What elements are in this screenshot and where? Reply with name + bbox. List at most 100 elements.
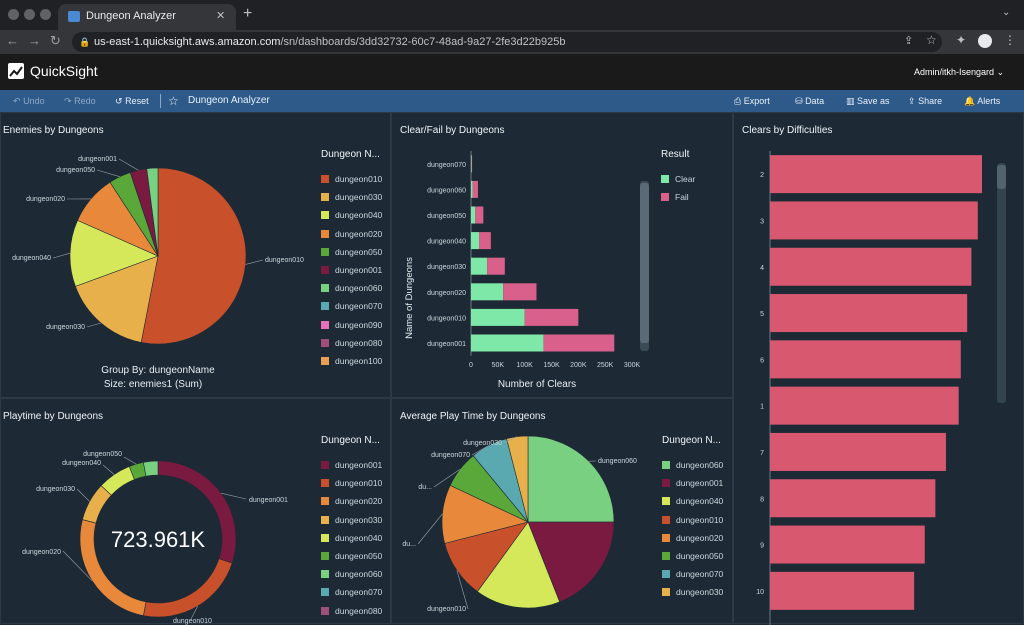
legend-item-dungeon030[interactable]: dungeon030 bbox=[321, 192, 382, 204]
save-as-button[interactable]: ▥ Save as bbox=[846, 90, 890, 112]
alerts-button[interactable]: 🔔 Alerts bbox=[964, 90, 1000, 112]
legend-item-dungeon020[interactable]: dungeon020 bbox=[662, 533, 723, 545]
bar-fail-dungeon070[interactable] bbox=[472, 155, 473, 172]
browser-menu-icon[interactable]: ⋮ bbox=[1004, 33, 1016, 47]
legend-item-dungeon070[interactable]: dungeon070 bbox=[321, 587, 382, 599]
reload-icon[interactable]: ↻ bbox=[50, 33, 61, 49]
bar-difficulty-9[interactable] bbox=[770, 526, 925, 564]
legend-item-dungeon060[interactable]: dungeon060 bbox=[321, 283, 382, 295]
scrollbar-thumb[interactable] bbox=[997, 165, 1006, 189]
legend-item-dungeon080[interactable]: dungeon080 bbox=[321, 606, 382, 618]
bar-fail-dungeon020[interactable] bbox=[503, 283, 536, 300]
legend-swatch bbox=[321, 230, 329, 238]
legend-item-dungeon050[interactable]: dungeon050 bbox=[321, 551, 382, 563]
legend-item-dungeon070[interactable]: dungeon070 bbox=[321, 301, 382, 313]
user-menu[interactable]: Admin/itkh-Isengard ⌄ bbox=[914, 67, 1004, 78]
panel-avg-playtime[interactable]: Average Play Time by Dungeons dungeon030… bbox=[391, 398, 733, 624]
bar-fail-dungeon040[interactable] bbox=[479, 232, 491, 249]
legend-item-dungeon001[interactable]: dungeon001 bbox=[321, 265, 382, 277]
legend-item-dungeon020[interactable]: dungeon020 bbox=[321, 496, 382, 508]
legend-item-dungeon001[interactable]: dungeon001 bbox=[321, 460, 382, 472]
legend-item-dungeon050[interactable]: dungeon050 bbox=[662, 551, 723, 563]
maximize-window-icon[interactable] bbox=[40, 9, 51, 20]
legend-item-dungeon090[interactable]: dungeon090 bbox=[321, 320, 382, 332]
share-page-icon[interactable]: ⇪ bbox=[904, 34, 913, 47]
legend-item-dungeon030[interactable]: dungeon030 bbox=[321, 515, 382, 527]
bar-clear-dungeon040[interactable] bbox=[471, 232, 479, 249]
url-field[interactable]: 🔒 us-east-1.quicksight.aws.amazon.com/sn… bbox=[72, 32, 942, 52]
bar-fail-dungeon001[interactable] bbox=[543, 335, 614, 352]
legend-item-dungeon100[interactable]: dungeon100 bbox=[321, 356, 382, 368]
tab-close-icon[interactable]: ✕ bbox=[216, 9, 225, 22]
close-window-icon[interactable] bbox=[8, 9, 19, 20]
legend-item-dungeon010[interactable]: dungeon010 bbox=[662, 515, 723, 527]
bar-fail-dungeon030[interactable] bbox=[487, 258, 505, 275]
share-button[interactable]: ⇪ Share bbox=[908, 90, 942, 112]
favorite-star-icon[interactable]: ☆ bbox=[168, 90, 179, 112]
avg-playtime-pie-chart[interactable]: dungeon030dungeon070dungeon060du...du...… bbox=[392, 399, 654, 625]
enemies-pie-chart[interactable]: dungeon010dungeon030dungeon040dungeon020… bbox=[1, 113, 311, 399]
bar-difficulty-5[interactable] bbox=[770, 294, 967, 332]
bar-difficulty-3[interactable] bbox=[770, 201, 978, 239]
legend-item-dungeon050[interactable]: dungeon050 bbox=[321, 247, 382, 259]
export-button[interactable]: ⎙ Export bbox=[734, 90, 770, 112]
bar-clear-dungeon070[interactable] bbox=[471, 155, 472, 172]
tab-search-chevron-icon[interactable]: ⌄ bbox=[1002, 7, 1010, 18]
data-button[interactable]: ⛁ Data bbox=[795, 90, 824, 112]
bar-clear-dungeon001[interactable] bbox=[471, 335, 543, 352]
new-tab-button[interactable]: + bbox=[243, 5, 252, 23]
bar-difficulty-8[interactable] bbox=[770, 479, 935, 517]
brand-name[interactable]: QuickSight bbox=[30, 63, 98, 79]
undo-button[interactable]: ↶ Undo bbox=[13, 90, 45, 112]
forward-arrow-icon[interactable]: → bbox=[28, 33, 41, 48]
legend-item-dungeon040[interactable]: dungeon040 bbox=[321, 210, 382, 222]
profile-avatar[interactable] bbox=[978, 34, 992, 48]
bar-clear-dungeon060[interactable] bbox=[471, 181, 473, 198]
pie-slice-dungeon010[interactable] bbox=[143, 559, 232, 617]
legend-item-dungeon001[interactable]: dungeon001 bbox=[662, 478, 723, 490]
bar-difficulty-4[interactable] bbox=[770, 248, 971, 286]
bar-difficulty-6[interactable] bbox=[770, 340, 961, 378]
pie-slice-dungeon060[interactable] bbox=[528, 436, 614, 522]
legend-item-dungeon060[interactable]: dungeon060 bbox=[321, 569, 382, 581]
bookmark-star-icon[interactable]: ☆ bbox=[926, 33, 937, 47]
scrollbar-thumb[interactable] bbox=[640, 183, 649, 343]
bar-clear-dungeon020[interactable] bbox=[471, 283, 503, 300]
legend-item-dungeon080[interactable]: dungeon080 bbox=[321, 338, 382, 350]
legend-item-dungeon020[interactable]: dungeon020 bbox=[321, 229, 382, 241]
back-arrow-icon[interactable]: ← bbox=[6, 33, 19, 48]
legend-item-dungeon040[interactable]: dungeon040 bbox=[321, 533, 382, 545]
browser-tab[interactable]: Dungeon Analyzer ✕ bbox=[58, 4, 236, 30]
pie-slice-dungeon060[interactable] bbox=[143, 461, 158, 476]
scrollbar-track[interactable] bbox=[997, 163, 1006, 403]
bar-fail-dungeon050[interactable] bbox=[475, 207, 483, 224]
playtime-donut-chart[interactable]: dungeon050dungeon040dungeon030dungeon020… bbox=[1, 399, 311, 625]
bar-clear-dungeon010[interactable] bbox=[471, 309, 525, 326]
bar-difficulty-2[interactable] bbox=[770, 155, 982, 193]
legend-item-dungeon040[interactable]: dungeon040 bbox=[662, 496, 723, 508]
legend-item-dungeon010[interactable]: dungeon010 bbox=[321, 174, 382, 186]
minimize-window-icon[interactable] bbox=[24, 9, 35, 20]
reset-label: Reset bbox=[125, 96, 149, 106]
bar-clear-dungeon050[interactable] bbox=[471, 207, 475, 224]
bar-difficulty-7[interactable] bbox=[770, 433, 946, 471]
bar-difficulty-10[interactable] bbox=[770, 572, 914, 610]
legend-item-dungeon070[interactable]: dungeon070 bbox=[662, 569, 723, 581]
bar-fail-dungeon010[interactable] bbox=[525, 309, 579, 326]
redo-button[interactable]: ↷ Redo bbox=[64, 90, 96, 112]
extensions-puzzle-icon[interactable]: ✦ bbox=[956, 33, 966, 47]
bar-fail-dungeon060[interactable] bbox=[473, 181, 478, 198]
reset-button[interactable]: ↺ Reset bbox=[115, 90, 149, 112]
legend-item-clear[interactable]: Clear bbox=[661, 174, 695, 186]
legend-item-dungeon030[interactable]: dungeon030 bbox=[662, 587, 723, 599]
bar-difficulty-1[interactable] bbox=[770, 387, 959, 425]
bar-clear-dungeon030[interactable] bbox=[471, 258, 487, 275]
legend-item-fail[interactable]: Fail bbox=[661, 192, 689, 204]
legend-item-dungeon060[interactable]: dungeon060 bbox=[662, 460, 723, 472]
legend-item-dungeon010[interactable]: dungeon010 bbox=[321, 478, 382, 490]
